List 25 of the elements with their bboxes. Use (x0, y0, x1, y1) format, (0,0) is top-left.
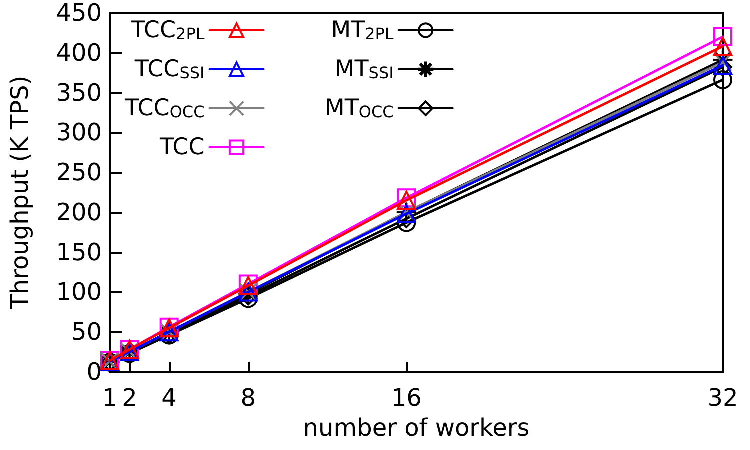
y-axis-title: Throughput (K TPS) (6, 76, 34, 310)
x-axis-title: number of workers (303, 414, 530, 442)
y-tick-label: 250 (56, 158, 102, 187)
y-tick-label: 0 (86, 358, 102, 386)
y-tick-label: 350 (56, 78, 102, 107)
legend-label: TCCSSI (134, 56, 205, 82)
legend-label: MT2PL (331, 18, 394, 44)
y-tick-label: 400 (56, 38, 102, 67)
legend-label: TCCOCC (124, 96, 205, 122)
x-tick-label: 4 (162, 384, 177, 412)
y-tick-label: 300 (56, 118, 102, 147)
x-tick-label: 8 (240, 384, 256, 412)
legend-label: TCC2PL (130, 18, 205, 44)
y-tick-label: 450 (56, 0, 102, 27)
legend-label: MTSSI (334, 56, 394, 82)
legend-label: TCC (158, 134, 205, 160)
y-tick-label: 150 (56, 238, 102, 266)
y-tick-label: 50 (71, 318, 102, 346)
x-tick-label: 16 (391, 384, 422, 412)
y-tick-label: 200 (56, 198, 102, 226)
x-tick-label: 32 (708, 384, 738, 412)
y-tick-label: 100 (56, 278, 102, 306)
legend-label: MTOCC (325, 96, 394, 122)
x-tick-label: 2 (122, 384, 138, 412)
x-tick-label: 1 (102, 384, 118, 412)
